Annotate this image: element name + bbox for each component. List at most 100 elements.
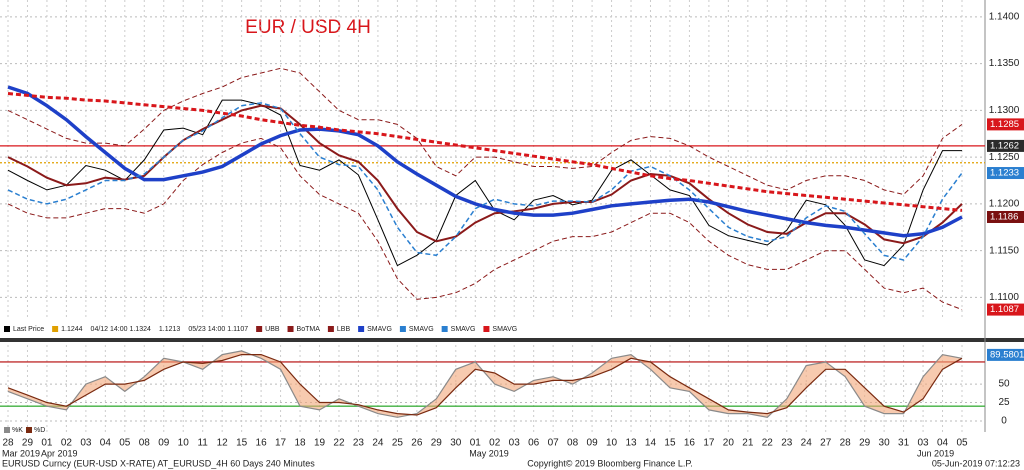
x-month-label: Mar 2019 xyxy=(2,448,40,458)
series-line xyxy=(7,67,963,196)
x-tick-label: 27 xyxy=(820,438,832,449)
x-tick-label: 08 xyxy=(139,438,151,449)
legend-label: SMAVG xyxy=(492,326,517,333)
x-tick-label: 17 xyxy=(275,438,287,449)
legend-swatch xyxy=(26,427,32,433)
x-tick-label: 23 xyxy=(353,438,365,449)
footer-left: EURUSD Curncy (EUR-USD X-RATE) AT_EURUSD… xyxy=(2,458,315,468)
legend-label: 1.1244 xyxy=(61,326,83,333)
legend-label: SMAVG xyxy=(409,326,434,333)
series-line xyxy=(7,85,963,238)
legend-label: Last Price xyxy=(13,326,44,333)
x-tick-label: 29 xyxy=(859,438,871,449)
legend-swatch xyxy=(358,326,365,332)
x-tick-label: 18 xyxy=(294,438,306,449)
series-line xyxy=(7,102,963,261)
legend-label: 04/12 14:00 1.1324 xyxy=(91,326,151,333)
x-tick-label: 15 xyxy=(236,438,248,449)
x-tick-label: 29 xyxy=(22,438,34,449)
price-label: 1.1233 xyxy=(990,168,1019,179)
x-tick-label: 23 xyxy=(781,438,793,449)
legend-swatch xyxy=(483,326,490,332)
x-tick-label: 06 xyxy=(528,438,540,449)
legend-swatch xyxy=(287,326,294,332)
legend-swatch xyxy=(441,326,448,332)
price-label-box xyxy=(987,118,1024,131)
y-tick-label: 1.1300 xyxy=(989,105,1020,116)
x-month-label: May 2019 xyxy=(469,448,509,458)
x-tick-label: 20 xyxy=(723,438,735,449)
x-tick-label: 29 xyxy=(431,438,443,449)
series-line xyxy=(7,137,963,311)
x-tick-label: 17 xyxy=(703,438,715,449)
x-tick-label: 05 xyxy=(119,438,131,449)
y-tick-label: 1.1250 xyxy=(989,152,1020,163)
price-label-box xyxy=(987,303,1024,316)
legend-label: SMAVG xyxy=(367,326,392,333)
x-tick-label: 07 xyxy=(548,438,560,449)
x-tick-label: 30 xyxy=(450,438,462,449)
legend-swatch xyxy=(4,427,10,433)
legend-swatch xyxy=(399,326,406,332)
x-tick-label: 03 xyxy=(917,438,929,449)
x-month-label: Jun 2019 xyxy=(917,448,954,458)
price-label-box xyxy=(987,139,1024,152)
price-label-box xyxy=(987,348,1024,361)
x-tick-label: 10 xyxy=(178,438,190,449)
x-tick-label: 26 xyxy=(411,438,423,449)
x-tick-label: 16 xyxy=(684,438,696,449)
chart-title: EUR / USD 4H xyxy=(245,17,371,38)
x-tick-label: 08 xyxy=(567,438,579,449)
legend-swatch xyxy=(256,326,263,332)
x-tick-label: 13 xyxy=(625,438,637,449)
legend-label: 1.1213 xyxy=(159,326,181,333)
x-tick-label: 21 xyxy=(742,438,754,449)
x-tick-label: 25 xyxy=(392,438,404,449)
legend-swatch xyxy=(52,326,59,332)
x-tick-label: 28 xyxy=(2,438,14,449)
x-tick-label: 14 xyxy=(645,438,657,449)
price-label: 1.1186 xyxy=(990,212,1018,223)
series-line xyxy=(7,92,963,212)
x-tick-label: 16 xyxy=(256,438,268,449)
x-tick-label: 10 xyxy=(606,438,618,449)
x-tick-label: 03 xyxy=(509,438,521,449)
legend-swatch xyxy=(327,326,334,332)
x-tick-label: 30 xyxy=(879,438,891,449)
y-tick-label: 1.1100 xyxy=(989,292,1019,303)
x-tick-label: 24 xyxy=(801,438,813,449)
y-tick-label: 1.1150 xyxy=(989,245,1019,256)
x-tick-label: 05 xyxy=(956,438,968,449)
x-tick-label: 19 xyxy=(314,438,326,449)
legend-label: SMAVG xyxy=(451,326,476,333)
series-line xyxy=(7,104,963,245)
y-tick-label: 1.1400 xyxy=(989,11,1020,22)
series-line xyxy=(7,354,963,416)
x-tick-label: 24 xyxy=(372,438,384,449)
footer-right: 05-Jun-2019 07:12:23 xyxy=(932,458,1020,468)
x-tick-label: 12 xyxy=(217,438,229,449)
y-tick-label: 1.1350 xyxy=(989,58,1020,69)
legend-label: 05/23 14:00 1.1107 xyxy=(188,326,248,333)
series-line xyxy=(7,99,962,267)
y-tick-label: 25 xyxy=(998,397,1010,408)
x-tick-label: 03 xyxy=(80,438,92,449)
price-label: 1.1262 xyxy=(990,140,1019,151)
y-tick-label: 1.1200 xyxy=(989,199,1020,210)
x-tick-label: 04 xyxy=(100,438,112,449)
x-month-label: Apr 2019 xyxy=(41,448,78,458)
price-label-box xyxy=(987,210,1024,223)
price-label-box xyxy=(987,167,1024,180)
x-tick-label: 28 xyxy=(840,438,852,449)
legend-swatch xyxy=(4,326,10,332)
x-tick-label: 04 xyxy=(937,438,949,449)
legend-label: LBB xyxy=(337,326,351,333)
x-tick-label: 09 xyxy=(587,438,599,449)
y-tick-label: 50 xyxy=(998,379,1010,390)
legend-label: %D xyxy=(34,427,45,434)
footer-center: Copyright© 2019 Bloomberg Finance L.P. xyxy=(527,458,693,468)
x-tick-label: 15 xyxy=(664,438,676,449)
x-tick-label: 22 xyxy=(762,438,774,449)
